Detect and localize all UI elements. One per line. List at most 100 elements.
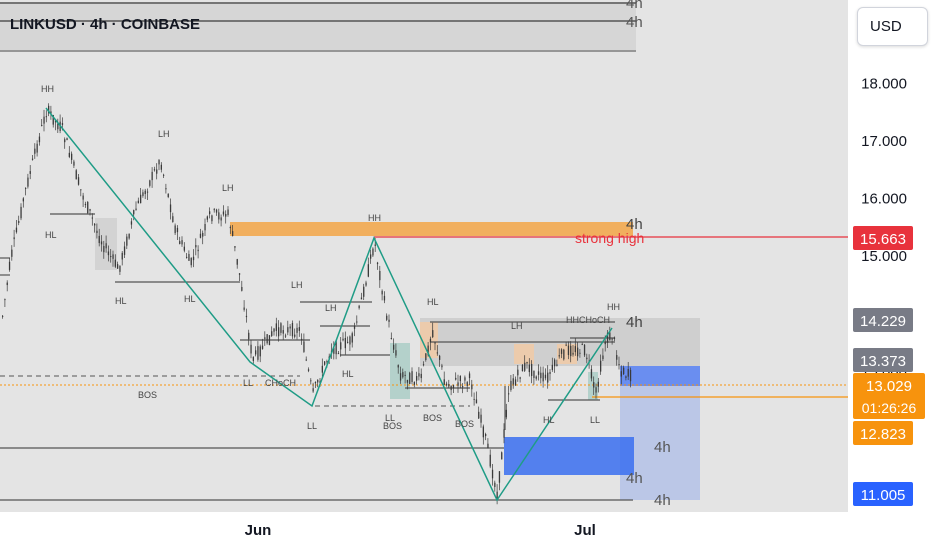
candle-body (376, 262, 379, 265)
candle-body (151, 171, 153, 181)
symbol-title: LINKUSD · 4h · COINBASE (10, 16, 201, 33)
candle-body (604, 341, 606, 345)
candle-body (340, 342, 342, 350)
structure-label: HL (45, 230, 57, 240)
badge-14229: 14.229 (853, 308, 913, 332)
candle-body (75, 170, 77, 180)
candle-body (606, 332, 609, 343)
candle-body (512, 378, 514, 385)
currency-button[interactable]: USD (857, 7, 928, 46)
candle-body (478, 411, 480, 419)
candle-body (149, 180, 151, 186)
candle-body (202, 232, 204, 237)
strong-high-annotation: strong high (575, 230, 644, 246)
candle-body (537, 371, 540, 375)
time-tick-jun: Jun (245, 522, 272, 539)
candle-body (471, 384, 473, 390)
candle-body (84, 203, 87, 206)
candle-body (312, 388, 314, 392)
candle-body (165, 188, 167, 190)
candle-body (257, 346, 259, 360)
tf-label-top-2: 4h (626, 14, 643, 31)
candle-body (482, 426, 484, 438)
candle-body (544, 374, 547, 379)
structure-label: LH (325, 303, 337, 313)
ob-box-3 (420, 322, 438, 358)
candle-body (547, 372, 549, 383)
candle-body (107, 251, 110, 256)
candle-body (137, 200, 139, 204)
candle-body (314, 381, 317, 384)
candle-body (68, 152, 70, 157)
candle-body (291, 323, 294, 337)
candle-body (422, 364, 425, 366)
candle-body (565, 344, 567, 346)
candle-body (583, 344, 586, 356)
candle-body (41, 124, 43, 126)
candle-body (310, 380, 312, 382)
candle-body (386, 315, 388, 320)
candle-body (287, 327, 289, 333)
structure-label: LH (158, 129, 170, 139)
candle-body (273, 328, 275, 332)
ob-box-6 (588, 372, 598, 400)
candle-body (466, 382, 468, 387)
candle-body (192, 256, 195, 261)
candle-body (153, 169, 156, 171)
candle-body (554, 359, 556, 367)
candle-body (73, 161, 75, 166)
candle-body (425, 353, 427, 361)
candle-body (298, 327, 300, 331)
candle-body (105, 243, 107, 249)
candle-body (337, 353, 340, 355)
candle-body (243, 307, 245, 310)
candle-body (365, 282, 367, 286)
candle-body (439, 355, 441, 360)
candle-body (627, 368, 629, 377)
tf-label-bottom: 4h (654, 492, 671, 509)
candle-body (347, 341, 349, 343)
candle-body (123, 246, 126, 255)
candle-body (169, 204, 172, 213)
candle-body (367, 264, 369, 277)
candle-body (98, 235, 100, 244)
time-axis[interactable] (0, 512, 848, 550)
candle-body (284, 335, 287, 337)
candle-body (609, 332, 611, 341)
structure-label: BOS (423, 413, 442, 423)
candle-body (457, 382, 459, 386)
candle-body (2, 315, 4, 317)
structure-label: HL (184, 294, 196, 304)
tf-label-top-1: 4h (626, 0, 643, 12)
candle-body (61, 123, 64, 125)
candle-body (15, 227, 18, 233)
candle-body (190, 257, 192, 266)
candle-body (560, 349, 563, 354)
candle-body (473, 398, 475, 400)
candle-body (324, 361, 326, 365)
candle-body (234, 246, 236, 248)
tf-label-range: 4h (626, 314, 643, 331)
candle-body (351, 333, 353, 343)
candle-body (250, 344, 252, 354)
candle-body (443, 379, 445, 385)
candle-body (94, 223, 96, 226)
structure-label: HH (41, 84, 54, 94)
candle-body (432, 330, 434, 338)
candle-body (229, 226, 231, 229)
chart-pane (0, 0, 848, 512)
demand-zone (504, 437, 634, 475)
candle-body (344, 337, 346, 349)
candle-body (236, 259, 238, 265)
candle-body (498, 471, 501, 483)
candle-body (96, 230, 98, 234)
candle-body (163, 174, 165, 176)
countdown-text: 01:26:26 (862, 400, 917, 416)
price-tick: 15.000 (861, 248, 907, 265)
candle-body (586, 357, 588, 360)
candle-body (38, 136, 41, 143)
candle-body (625, 376, 627, 378)
candle-body (590, 369, 593, 379)
tf-label-demand-1: 4h (654, 439, 671, 456)
